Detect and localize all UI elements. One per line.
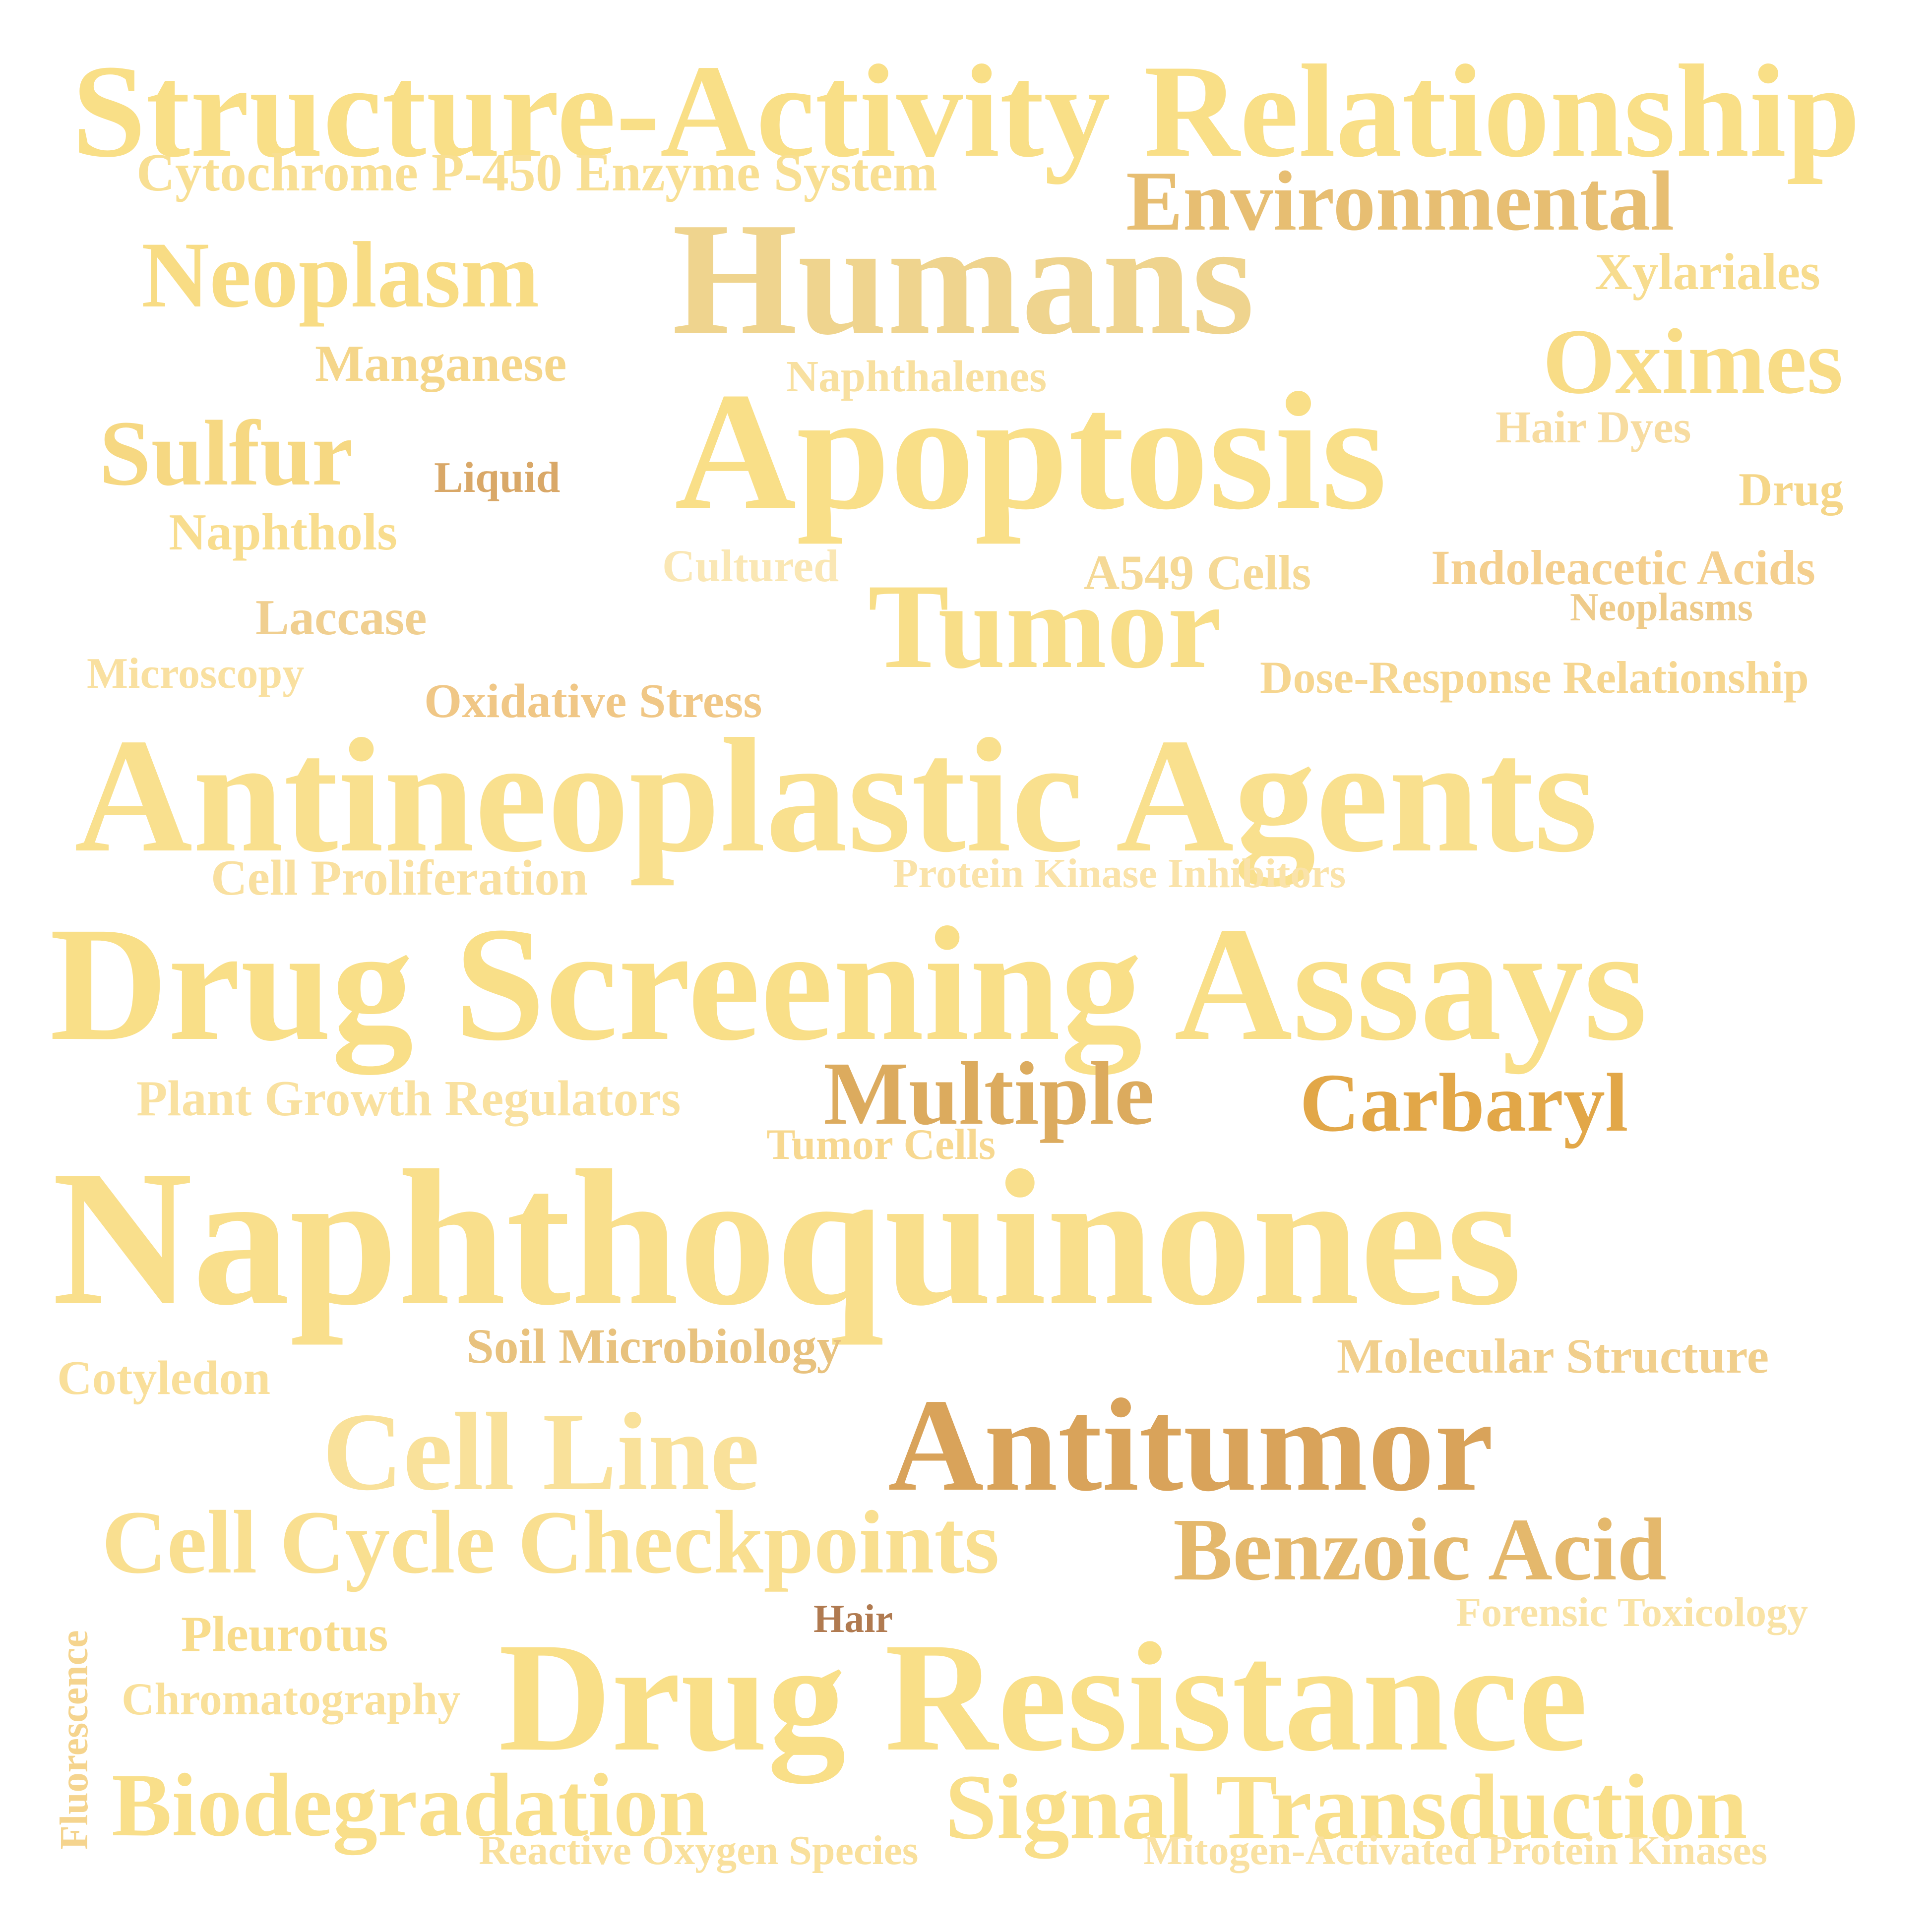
word-drug-screening-assays: Drug Screening Assays	[50, 894, 1647, 1075]
word-mitogen-activated-protein-kinases: Mitogen-Activated Protein Kinases	[1143, 1827, 1768, 1873]
word-chromatography: Chromatography	[122, 1674, 461, 1724]
word-tumor: Tumor	[868, 559, 1222, 693]
word-sulfur: Sulfur	[99, 401, 353, 505]
word-naphthalenes: Naphthalenes	[786, 352, 1047, 401]
word-molecular-structure: Molecular Structure	[1337, 1328, 1769, 1384]
word-a549-cells: A549 Cells	[1084, 545, 1311, 600]
word-naphthoquinones: Naphthoquinones	[52, 1130, 1522, 1345]
word-plant-growth-regulators: Plant Growth Regulators	[136, 1071, 681, 1127]
word-microscopy: Microscopy	[87, 650, 305, 698]
word-hair-dyes: Hair Dyes	[1496, 402, 1691, 452]
word-laccase: Laccase	[255, 590, 427, 646]
word-carbaryl: Carbaryl	[1300, 1057, 1628, 1149]
word-oximes: Oximes	[1543, 309, 1843, 413]
word-structure-activity-relationship: Structure-Activity Relationship	[72, 37, 1861, 184]
word-benzoic-acid: Benzoic Acid	[1173, 1500, 1667, 1599]
word-manganese: Manganese	[315, 334, 567, 392]
word-antitumor: Antitumor	[888, 1371, 1494, 1518]
word-hair: Hair	[813, 1597, 893, 1641]
word-cotyledon: Cotyledon	[57, 1351, 271, 1405]
word-dose-response-relationship: Dose-Response Relationship	[1260, 652, 1809, 703]
word-soil-microbiology: Soil Microbiology	[466, 1319, 842, 1374]
word-cultured: Cultured	[662, 541, 839, 591]
word-cell-proliferation: Cell Proliferation	[211, 850, 588, 906]
word-antineoplastic-agents: Antineoplastic Agents	[74, 705, 1598, 886]
word-drug-resistance: Drug Resistance	[499, 1611, 1588, 1784]
word-tumor-cells: Tumor Cells	[766, 1121, 996, 1169]
word-cytochrome-p450-enzyme-system: Cytochrome P-450 Enzyme System	[136, 143, 937, 202]
word-multiple: Multiple	[823, 1044, 1155, 1144]
word-fluorescence: Fluorescence	[53, 1630, 96, 1850]
word-protein-kinase-inhibitors: Protein Kinase Inhibitors	[893, 850, 1346, 897]
word-xylariales: Xylariales	[1595, 242, 1820, 301]
word-signal-transduction: Signal Transduction	[945, 1755, 1747, 1859]
word-cell-cycle-checkpoints: Cell Cycle Checkpoints	[102, 1493, 999, 1592]
word-neoplasm: Neoplasm	[141, 223, 540, 327]
word-cell-line: Cell Line	[322, 1389, 760, 1513]
word-neoplasms: Neoplasms	[1570, 586, 1753, 629]
word-forensic-toxicology: Forensic Toxicology	[1456, 1589, 1808, 1635]
word-humans: Humans	[672, 189, 1254, 368]
word-liquid: Liquid	[434, 454, 561, 502]
word-oxidative-stress: Oxidative Stress	[424, 674, 762, 728]
word-drug: Drug	[1739, 463, 1844, 516]
word-reactive-oxygen-species: Reactive Oxygen Species	[479, 1827, 919, 1873]
word-naphthols: Naphthols	[169, 503, 398, 561]
word-pleurotus: Pleurotus	[181, 1606, 388, 1662]
word-apoptosis: Apoptosis	[675, 358, 1387, 544]
word-environmental: Environmental	[1126, 154, 1675, 248]
word-indoleacetic-acids: Indoleacetic Acids	[1431, 540, 1815, 595]
word-biodegradation: Biodegradation	[112, 1755, 709, 1855]
